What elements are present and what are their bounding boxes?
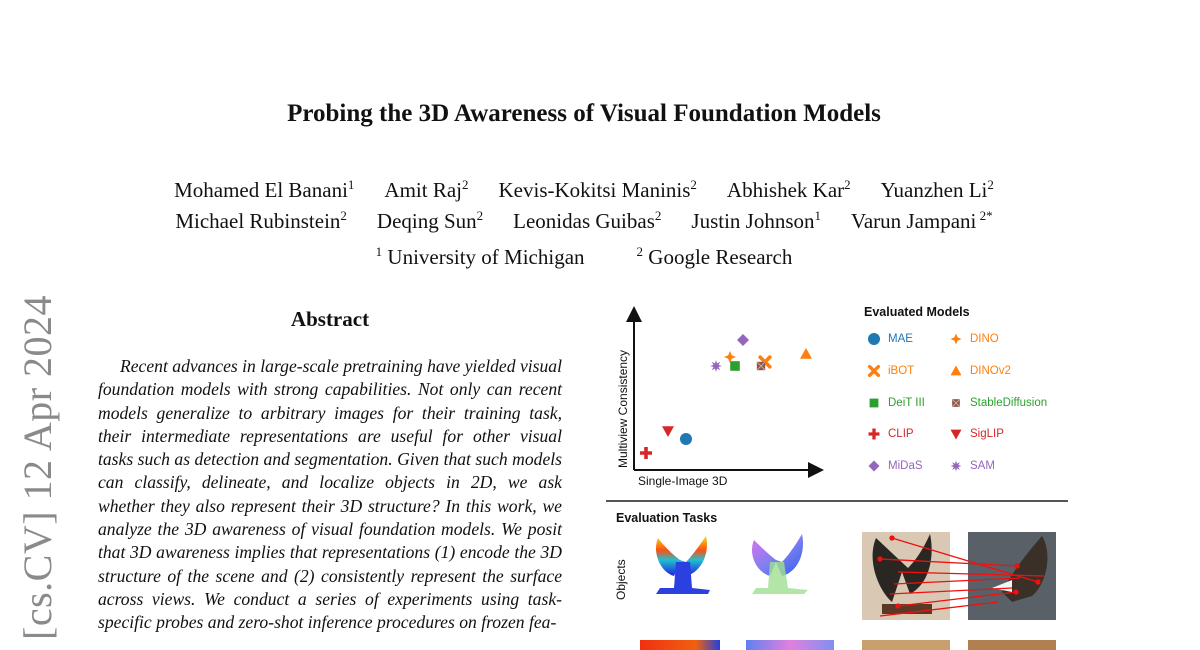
legend-marker-x-icon bbox=[867, 364, 881, 377]
legend-title: Evaluated Models bbox=[864, 305, 970, 319]
author: Yuanzhen Li2 bbox=[881, 178, 994, 202]
row-label-objects: Objects bbox=[614, 559, 628, 600]
scene-image-2 bbox=[968, 640, 1056, 650]
author-affiliation-mark: 2 bbox=[462, 177, 469, 192]
legend-item: MAE bbox=[866, 331, 913, 347]
author: Deqing Sun2 bbox=[377, 209, 483, 233]
scatter-point-clip bbox=[640, 447, 652, 459]
legend-item: StableDiffusion bbox=[948, 395, 1047, 411]
author-name: Deqing Sun bbox=[376, 209, 477, 233]
author-name: Michael Rubinstein bbox=[175, 209, 341, 233]
author-name: Mohamed El Banani bbox=[174, 178, 348, 202]
scatter-point-sam bbox=[710, 360, 722, 372]
correspondence-image bbox=[862, 532, 1056, 620]
author-affiliation-mark: 2 bbox=[987, 177, 994, 192]
legend-item: MiDaS bbox=[866, 458, 923, 474]
legend-label: DINO bbox=[970, 333, 999, 345]
author-name: Varun Jampani bbox=[851, 209, 977, 233]
tasks-title: Evaluation Tasks bbox=[616, 511, 718, 525]
author: Amit Raj2 bbox=[384, 178, 468, 202]
author-name: Abhishek Kar bbox=[726, 178, 845, 202]
abstract-paragraph: Recent advances in large-scale pretraini… bbox=[98, 356, 562, 633]
author-affiliation-mark: 2 bbox=[844, 177, 851, 192]
arxiv-stamp: [cs.CV] 12 Apr 2024 bbox=[15, 294, 60, 640]
legend-label: MiDaS bbox=[888, 460, 923, 473]
authors-line-2: Michael Rubinstein2 Deqing Sun2 Leonidas G… bbox=[0, 209, 1168, 234]
author-affiliation-mark: 2 bbox=[476, 208, 484, 223]
scatter-point-mae bbox=[680, 433, 692, 445]
author-affiliation-mark: 1 bbox=[814, 208, 822, 223]
scatter-plot bbox=[626, 306, 824, 478]
legend-marker-star4-icon bbox=[950, 333, 962, 345]
legend-label: StableDiffusion bbox=[970, 396, 1048, 409]
affiliation-name: Google Research bbox=[643, 245, 793, 269]
legend-label: CLIP bbox=[888, 428, 914, 441]
legend-item: DINOv2 bbox=[948, 363, 1011, 379]
author: Justin Johnson1 bbox=[691, 209, 821, 233]
affiliation-name: University of Michigan bbox=[382, 245, 585, 269]
scatter-point-siglip bbox=[662, 426, 674, 437]
x-axis-label: Single-Image 3D bbox=[638, 474, 728, 488]
legend-marker-triangle-up-icon bbox=[950, 365, 962, 376]
legend-marker-diamond-icon bbox=[868, 460, 880, 472]
legend-label: SigLIP bbox=[970, 428, 1004, 441]
legend-label: iBOT bbox=[888, 364, 915, 377]
scatter-point-dino bbox=[724, 351, 736, 363]
abstract-heading: Abstract bbox=[290, 307, 370, 331]
surface-normals-image-scene bbox=[746, 640, 834, 650]
legend-marker-star8-icon bbox=[950, 460, 962, 472]
authors-line-1: Mohamed El Banani1 Amit Raj2 Kevis-Kokitsi… bbox=[0, 178, 1168, 203]
scatter-point-stablediffusion bbox=[756, 361, 766, 371]
y-axis-label: Multiview Consistency bbox=[616, 349, 630, 468]
legend-label: DINOv2 bbox=[970, 364, 1011, 377]
author-name: Justin Johnson bbox=[691, 209, 815, 233]
affiliations: 1 University of Michigan 2 Google Researc… bbox=[0, 245, 1168, 270]
author: Mohamed El Banani1 bbox=[174, 178, 354, 202]
scatter-point-deit-iii bbox=[730, 361, 740, 371]
author-affiliation-mark: 1 bbox=[347, 177, 355, 192]
author: Michael Rubinstein2 bbox=[175, 209, 347, 233]
legend-item: SAM bbox=[948, 458, 995, 474]
author: Abhishek Kar2 bbox=[727, 178, 851, 202]
legend-marker-square-icon bbox=[869, 398, 879, 407]
abstract-text: Recent advances in large-scale pretraini… bbox=[98, 355, 562, 635]
legend-marker-triangle-down-icon bbox=[950, 429, 962, 440]
legend-label: DeiT III bbox=[888, 396, 925, 409]
author: Leonidas Guibas2 bbox=[513, 209, 661, 233]
surface-normals-image bbox=[751, 534, 808, 594]
affiliation-number: 1 bbox=[375, 244, 383, 259]
paper-title: Probing the 3D Awareness of Visual Found… bbox=[287, 100, 881, 127]
author-affiliation-mark: 2 bbox=[340, 208, 347, 223]
legend-label: SAM bbox=[970, 460, 995, 473]
figure-divider bbox=[606, 500, 1068, 502]
author-affiliation-mark: 2 bbox=[690, 177, 697, 192]
scatter-point-midas bbox=[737, 334, 749, 346]
affiliation: 1 University of Michigan bbox=[376, 245, 585, 269]
legend-marker-circle-icon bbox=[868, 333, 880, 345]
legend-item: SigLIP bbox=[948, 426, 1004, 442]
author-name: Kevis-Kokitsi Maninis bbox=[498, 178, 691, 202]
depth-map-image-scene bbox=[640, 640, 720, 650]
legend-marker-x-square-icon bbox=[951, 398, 961, 407]
legend-item: CLIP bbox=[866, 426, 914, 442]
scene-image-1 bbox=[862, 640, 950, 650]
legend-item: iBOT bbox=[866, 363, 914, 379]
affiliation: 2 Google Research bbox=[637, 245, 793, 269]
author: Kevis-Kokitsi Maninis2 bbox=[499, 178, 697, 202]
legend-marker-plus-icon bbox=[868, 428, 880, 440]
legend-item: DINO bbox=[948, 331, 999, 347]
depth-map-image bbox=[655, 536, 710, 594]
author-affiliation-mark: 2 bbox=[654, 208, 662, 223]
legend-label: MAE bbox=[888, 333, 913, 345]
legend-item: DeiT III bbox=[866, 395, 925, 411]
author-name: Yuanzhen Li bbox=[880, 178, 988, 202]
affiliation-number: 2 bbox=[636, 244, 644, 259]
author: Varun Jampani 2* bbox=[851, 209, 993, 233]
author-name: Leonidas Guibas bbox=[513, 209, 655, 233]
scatter-point-dinov2 bbox=[800, 348, 812, 359]
author-affiliation-mark: 2* bbox=[976, 208, 993, 223]
author-name: Amit Raj bbox=[384, 178, 462, 202]
